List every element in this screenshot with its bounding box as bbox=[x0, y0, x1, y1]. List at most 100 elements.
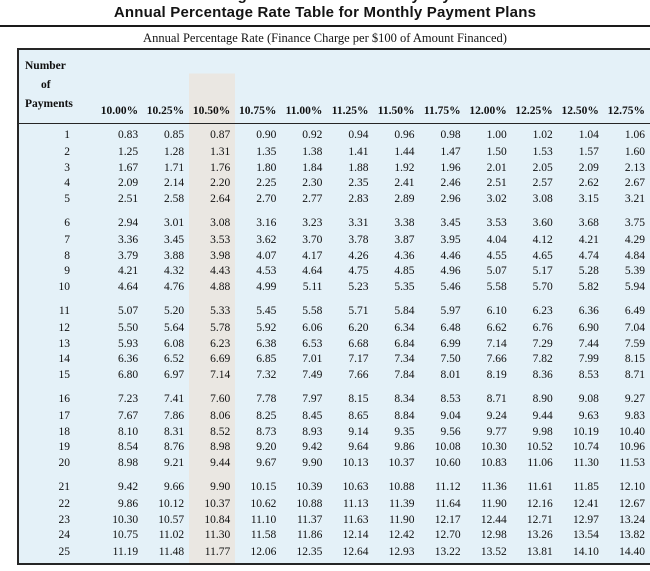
apr-value-cell: 7.04 bbox=[624, 321, 645, 334]
apr-value-cell: 10.30 bbox=[480, 441, 507, 454]
apr-value-cell: 10.37 bbox=[388, 457, 415, 470]
apr-value-cell: 8.93 bbox=[302, 425, 323, 438]
column-header-10.00: 10.00% bbox=[97, 50, 144, 124]
apr-value-cell: 4.84 bbox=[624, 249, 645, 262]
apr-value-cell: 6.36 bbox=[117, 353, 139, 366]
apr-value-cell: 7.59 bbox=[624, 337, 645, 350]
apr-value-cell: 6.99 bbox=[440, 337, 461, 350]
apr-value-cell: 4.75 bbox=[348, 265, 369, 278]
apr-value-cell: 12.67 bbox=[619, 497, 645, 510]
table-row: 11 5.07 5.20 5.33 5.45 5.58 5.71 5.84 5.97 6.10 6.… bbox=[19, 294, 650, 320]
apr-value-cell: 11.19 bbox=[112, 545, 139, 558]
apr-value-cell: 14.10 bbox=[572, 545, 599, 558]
apr-value-cell: 1.00 bbox=[486, 129, 507, 142]
apr-value-cell: 2.01 bbox=[486, 161, 507, 174]
apr-value-cell: 6.10 bbox=[486, 304, 507, 317]
apr-value-cell: 4.21 bbox=[578, 233, 599, 246]
payments-count-cell: 6 bbox=[64, 216, 70, 229]
apr-value-cell: 11.10 bbox=[250, 513, 277, 526]
apr-value-cell: 11.85 bbox=[573, 480, 599, 493]
apr-value-cell: 11.06 bbox=[527, 457, 553, 470]
apr-value-cell: 10.13 bbox=[342, 457, 369, 470]
apr-value-cell: 11.53 bbox=[619, 457, 645, 470]
apr-value-cell: 5.20 bbox=[164, 304, 185, 317]
apr-value-cell: 11.61 bbox=[527, 480, 553, 493]
apr-value-cell: 9.56 bbox=[440, 425, 461, 438]
column-header-11.75: 11.75% bbox=[419, 50, 466, 124]
apr-value-cell: 3.36 bbox=[117, 233, 139, 246]
apr-value-cell: 1.80 bbox=[256, 161, 277, 174]
apr-value-cell: 3.01 bbox=[164, 216, 185, 229]
apr-table-grid: Number of Payments 10.00% 10.25% 10.50% 10.… bbox=[19, 50, 650, 563]
apr-value-cell: 12.44 bbox=[480, 513, 507, 526]
table-row: 2 1.25 1.28 1.31 1.35 1.38 1.41 1.44 1.47 1.50 1.5… bbox=[19, 143, 650, 160]
apr-value-cell: 2.05 bbox=[532, 161, 553, 174]
apr-value-cell: 1.25 bbox=[117, 145, 139, 158]
payments-count-cell: 14 bbox=[58, 353, 71, 366]
apr-value-cell: 10.74 bbox=[572, 441, 599, 454]
apr-value-cell: 11.39 bbox=[389, 497, 415, 510]
apr-value-cell: 1.71 bbox=[164, 161, 185, 174]
apr-value-cell: 10.15 bbox=[250, 480, 277, 493]
payments-count-cell: 18 bbox=[58, 425, 71, 438]
apr-value-cell: 12.16 bbox=[526, 497, 553, 510]
apr-value-cell: 8.98 bbox=[117, 457, 139, 470]
apr-value-cell: 2.64 bbox=[189, 191, 236, 207]
apr-value-cell: 8.45 bbox=[302, 409, 323, 422]
payments-count-cell: 20 bbox=[58, 457, 71, 470]
apr-value-cell: 3.15 bbox=[578, 193, 599, 206]
table-row: 22 9.86 10.12 10.37 10.62 10.88 11.13 11.39 11.6… bbox=[19, 495, 650, 512]
apr-value-cell: 1.96 bbox=[440, 161, 461, 174]
apr-value-cell: 4.07 bbox=[256, 249, 277, 262]
table-body: 1 0.83 0.85 0.87 0.90 0.92 0.94 0.96 0.98 1.00 1.0… bbox=[19, 123, 650, 563]
cropped-text: Annual Percentage Rate Table for Monthly… bbox=[0, 0, 650, 4]
apr-value-cell: 8.06 bbox=[189, 407, 236, 424]
apr-value-cell: 3.62 bbox=[256, 233, 277, 246]
apr-value-cell: 3.16 bbox=[256, 216, 277, 229]
apr-value-cell: 1.06 bbox=[624, 129, 645, 142]
apr-value-cell: 7.17 bbox=[348, 353, 369, 366]
payments-count-cell: 11 bbox=[58, 304, 70, 317]
apr-value-cell: 10.12 bbox=[158, 497, 185, 510]
apr-value-cell: 0.92 bbox=[302, 129, 323, 142]
apr-value-cell: 8.98 bbox=[189, 439, 236, 456]
apr-value-cell: 7.29 bbox=[532, 337, 553, 350]
apr-value-cell: 10.88 bbox=[388, 480, 415, 493]
apr-value-cell: 5.70 bbox=[532, 281, 553, 294]
apr-value-cell: 5.33 bbox=[189, 294, 236, 320]
table-row: 9 4.21 4.32 4.43 4.53 4.64 4.75 4.85 4.96 5.07 5.1… bbox=[19, 263, 650, 280]
apr-value-cell: 9.21 bbox=[164, 457, 185, 470]
apr-value-cell: 3.53 bbox=[486, 216, 507, 229]
apr-value-cell: 5.93 bbox=[117, 337, 139, 350]
apr-value-cell: 1.44 bbox=[394, 145, 415, 158]
apr-value-cell: 1.88 bbox=[348, 161, 369, 174]
apr-value-cell: 9.64 bbox=[348, 441, 369, 454]
apr-value-cell: 5.78 bbox=[189, 319, 236, 336]
apr-value-cell: 1.38 bbox=[302, 145, 323, 158]
apr-value-cell: 3.21 bbox=[624, 193, 645, 206]
apr-value-cell: 8.90 bbox=[532, 392, 553, 405]
apr-value-cell: 6.97 bbox=[164, 369, 185, 382]
apr-value-cell: 2.20 bbox=[189, 175, 236, 192]
table-row: 7 3.36 3.45 3.53 3.62 3.70 3.78 3.87 3.95 4.04 4.1… bbox=[19, 231, 650, 248]
apr-value-cell: 2.94 bbox=[117, 216, 139, 229]
apr-value-cell: 11.02 bbox=[158, 529, 185, 542]
column-header-11.50: 11.50% bbox=[373, 50, 420, 124]
apr-value-cell: 4.99 bbox=[256, 281, 277, 294]
apr-value-cell: 11.48 bbox=[158, 545, 185, 558]
apr-value-cell: 7.14 bbox=[486, 337, 507, 350]
apr-value-cell: 12.41 bbox=[572, 497, 599, 510]
table-row: 19 8.54 8.76 8.98 9.20 9.42 9.64 9.86 10.08 10.30… bbox=[19, 439, 650, 456]
apr-value-cell: 5.07 bbox=[117, 304, 139, 317]
apr-value-cell: 9.66 bbox=[164, 480, 185, 493]
payments-count-cell: 22 bbox=[58, 497, 71, 510]
apr-value-cell: 11.63 bbox=[343, 513, 369, 526]
apr-value-cell: 9.83 bbox=[624, 409, 645, 422]
apr-value-cell: 12.71 bbox=[526, 513, 553, 526]
apr-table: Number of Payments 10.00% 10.25% 10.50% 10.… bbox=[17, 48, 650, 565]
apr-value-cell: 4.12 bbox=[532, 233, 553, 246]
table-row: 10 4.64 4.76 4.88 4.99 5.11 5.23 5.35 5.46 5.58 5.… bbox=[19, 279, 650, 295]
apr-value-cell: 6.52 bbox=[164, 353, 185, 366]
apr-value-cell: 1.57 bbox=[578, 145, 599, 158]
apr-value-cell: 7.50 bbox=[440, 353, 461, 366]
